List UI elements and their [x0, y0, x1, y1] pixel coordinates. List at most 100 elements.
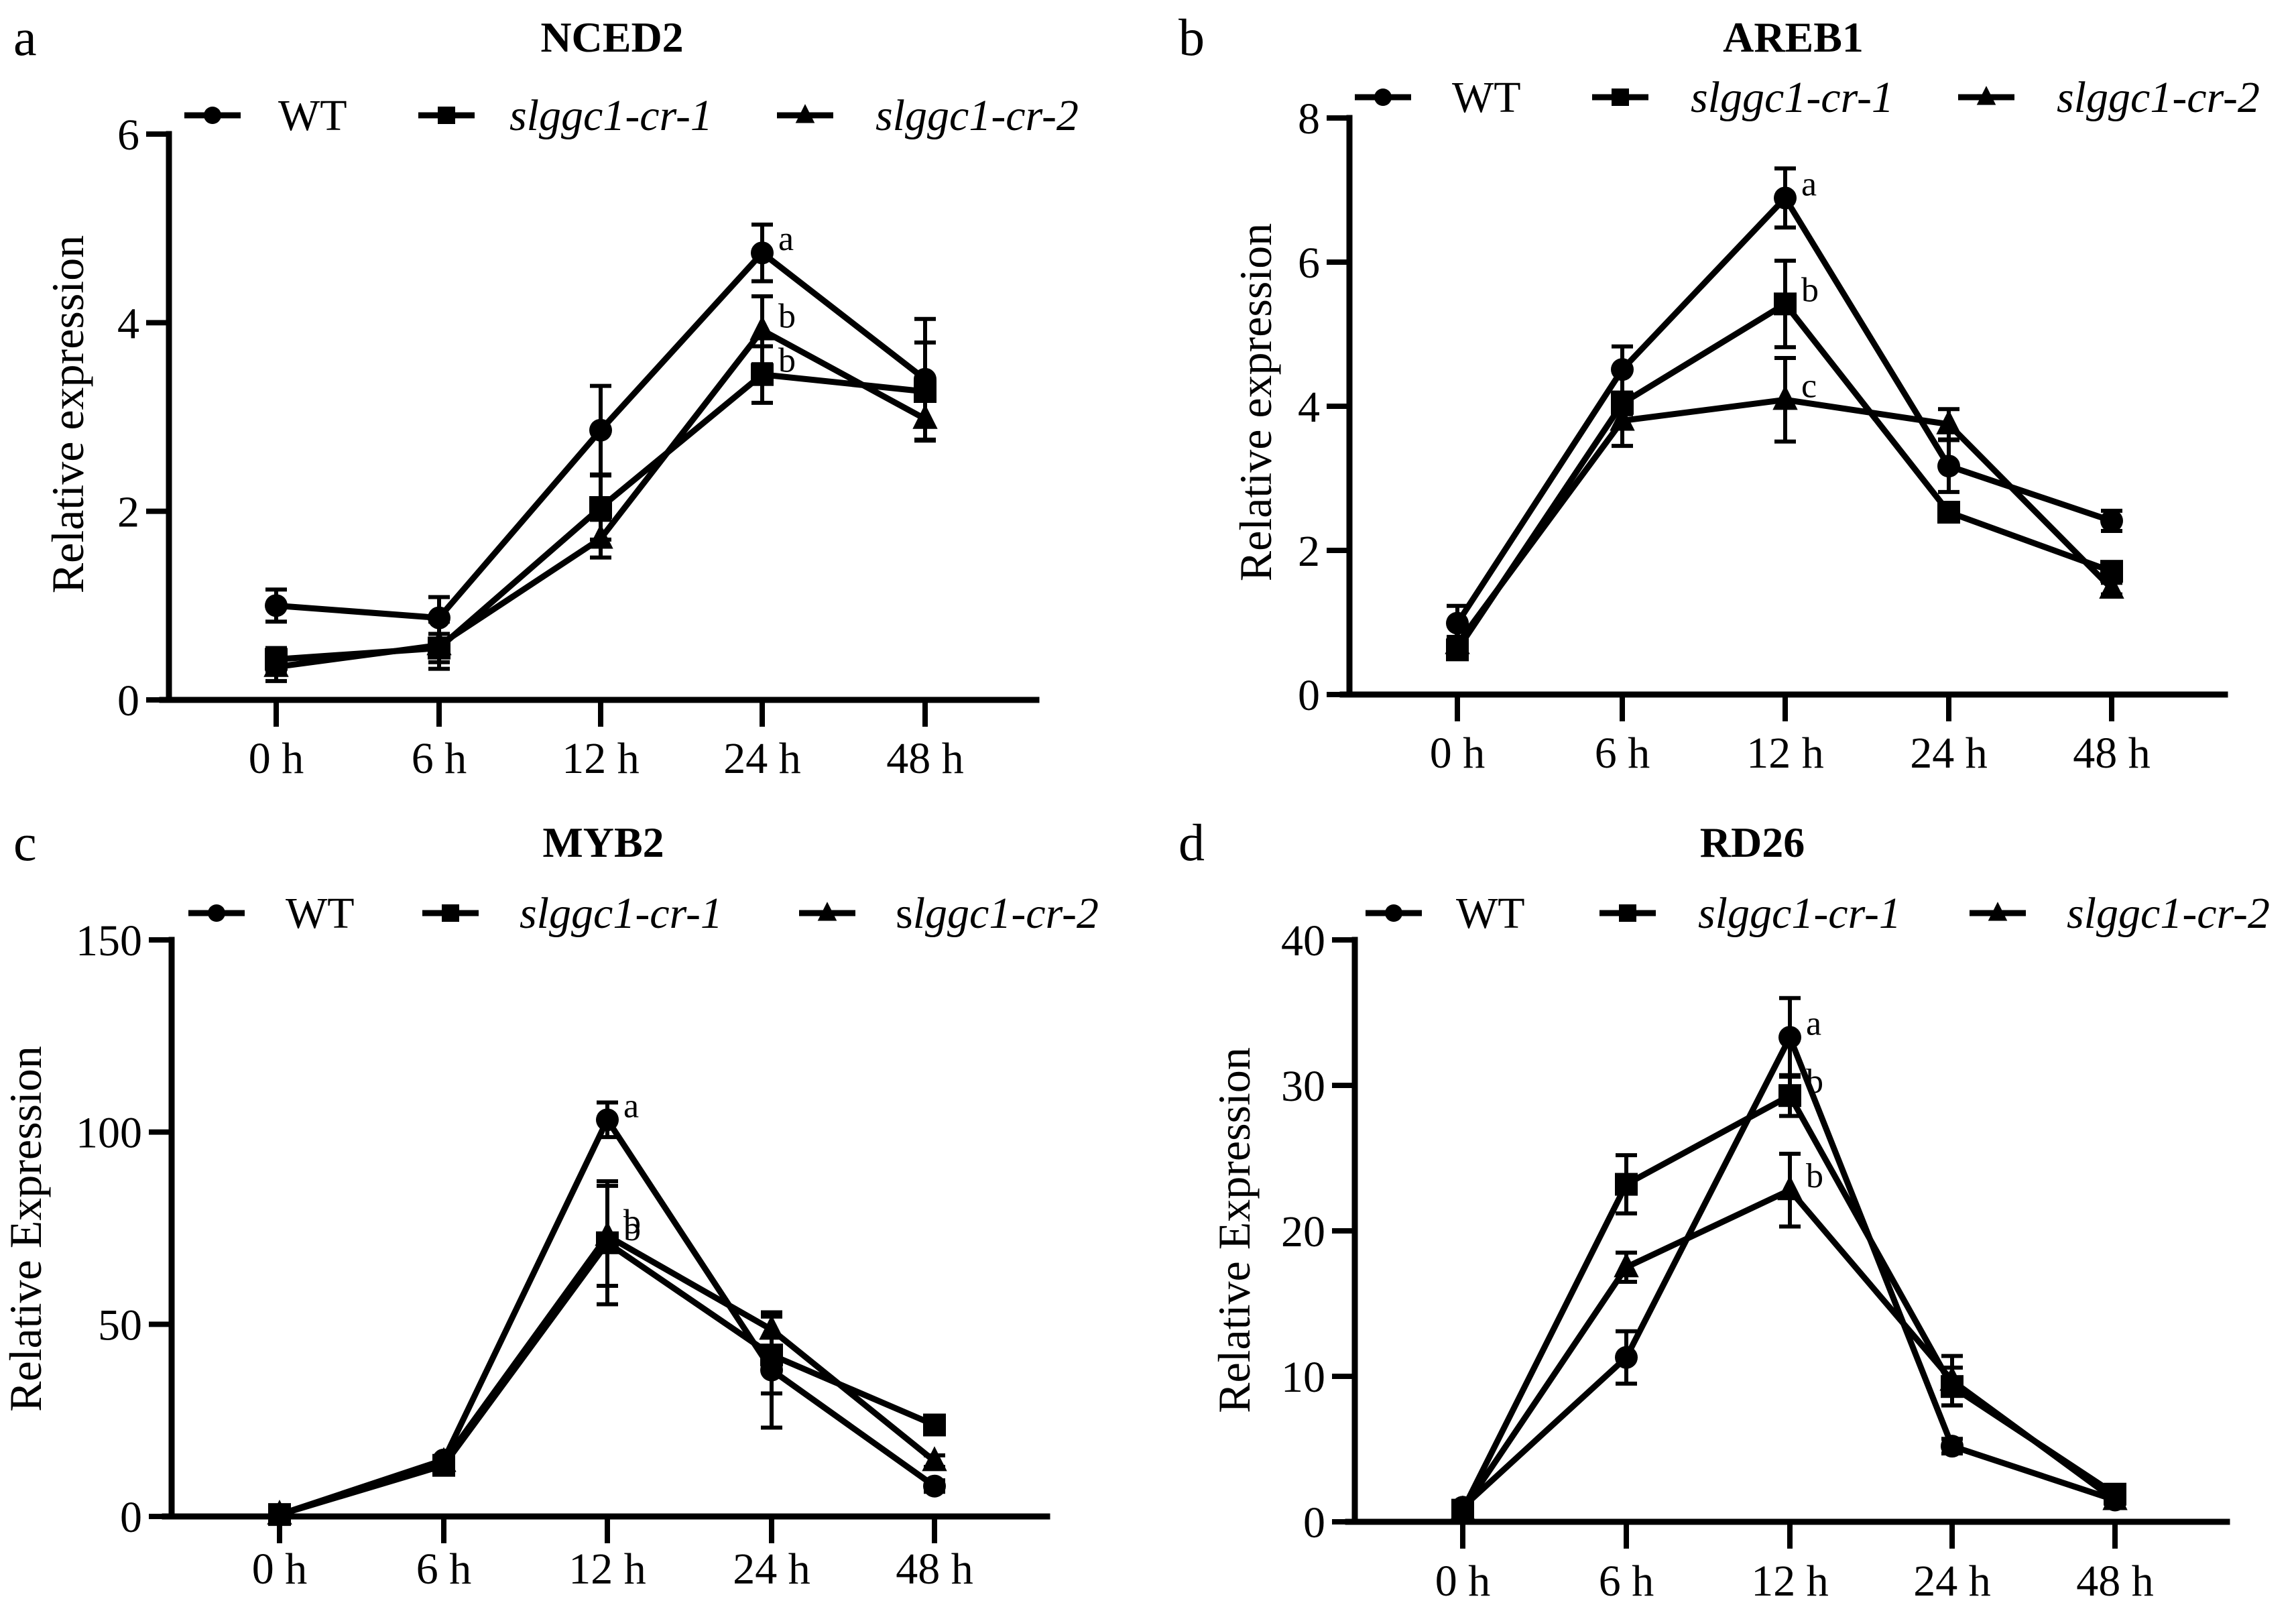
- legend: WT slggc1-cr-1 slggc1-cr-2: [1355, 73, 2260, 122]
- data-point: [1937, 455, 1960, 478]
- plot-area: [263, 223, 938, 683]
- legend: WT slggc1-cr-1 slggc1-cr-2: [184, 91, 1079, 140]
- y-tick-label: 4: [1298, 383, 1320, 432]
- legend-triangle-marker-icon: [1976, 86, 1996, 105]
- legend-square-marker-icon: [442, 904, 459, 922]
- x-tick-label: 12 h: [1751, 1557, 1829, 1606]
- data-point: [431, 1447, 457, 1472]
- significance-letters: abb: [623, 1087, 641, 1248]
- y-tick-label: 10: [1281, 1353, 1325, 1402]
- significance-letter: b: [778, 342, 796, 380]
- legend-label: slggc1-cr-2: [896, 889, 1099, 938]
- data-point: [749, 315, 775, 341]
- significance-letter: b: [623, 1203, 641, 1241]
- x-tick-label: 0 h: [252, 1545, 308, 1594]
- significance-letter: a: [1806, 1004, 1821, 1042]
- y-tick-label: 50: [98, 1301, 142, 1350]
- legend-item: slggc1-cr-2: [1958, 73, 2260, 122]
- data-point: [1611, 358, 1634, 381]
- y-axis-label: Relative Expression: [0, 1046, 51, 1412]
- x-tick-label: 48 h: [896, 1545, 973, 1594]
- data-point: [1772, 385, 1798, 410]
- axes: 0 2 4 6 0 h 6 h 12 h 24 h 48 h: [117, 111, 1040, 783]
- data-point: [1615, 1173, 1638, 1196]
- data-point: [589, 418, 612, 442]
- y-tick-label: 4: [117, 299, 139, 348]
- x-tick-label: 6 h: [1595, 729, 1650, 778]
- y-tick-label: 6: [117, 111, 139, 160]
- x-tick-label: 12 h: [562, 734, 640, 783]
- legend-circle-marker-icon: [204, 107, 221, 124]
- x-tick-label: 48 h: [886, 734, 964, 783]
- data-point: [1939, 1366, 1965, 1391]
- axes: 0 50 100 150 0 h 6 h 12 h 24 h 48 h: [76, 916, 1050, 1594]
- data-point: [1937, 501, 1960, 524]
- significance-letters: a bb: [778, 220, 796, 379]
- legend-item: slggc1-cr-2: [799, 889, 1099, 938]
- data-point: [759, 1315, 784, 1340]
- legend-circle-marker-icon: [1385, 904, 1402, 922]
- data-point: [2099, 573, 2124, 599]
- data-point: [589, 496, 612, 520]
- significance-letter: b: [1801, 271, 1819, 309]
- data-point: [1610, 406, 1635, 431]
- panel-letter: c: [13, 813, 37, 872]
- legend-item: WT: [1366, 889, 1525, 938]
- data-point: [923, 1474, 946, 1498]
- data-point: [1446, 611, 1469, 635]
- x-tick-label: 0 h: [249, 734, 304, 783]
- x-tick-label: 48 h: [2076, 1557, 2154, 1606]
- legend-item: slggc1-cr-2: [1970, 889, 2270, 938]
- data-point: [1778, 1084, 1801, 1108]
- legend-triangle-marker-icon: [817, 902, 837, 921]
- x-tick-label: 24 h: [1913, 1557, 1991, 1606]
- legend-label: slggc1-cr-1: [509, 91, 713, 140]
- significance-letter: b: [1806, 1157, 1823, 1195]
- panel-b: b AREB1 WT slggc1-cr-1 slggc1-cr-2 0 2 4 6 8 0 h 6 …: [1179, 8, 2260, 778]
- data-point: [1774, 292, 1797, 316]
- series-slggc1-cr-2: [263, 294, 938, 683]
- axes: 0 2 4 6 8 0 h 6 h 12 h 24 h 48 h: [1298, 95, 2228, 778]
- significance-letter: a: [778, 220, 794, 258]
- legend-label: WT: [278, 91, 347, 140]
- data-point: [2100, 509, 2123, 532]
- legend-item: WT: [1355, 73, 1521, 122]
- y-tick-label: 100: [76, 1109, 142, 1158]
- y-axis-label: Relative expression: [1230, 223, 1281, 581]
- y-tick-label: 0: [117, 676, 139, 725]
- significance-letters: abb: [1806, 1004, 1823, 1195]
- chart-title: RD26: [1700, 819, 1805, 866]
- x-tick-label: 0 h: [1430, 729, 1486, 778]
- y-tick-label: 2: [1298, 527, 1320, 576]
- significance-letter: a: [623, 1087, 639, 1125]
- data-point: [751, 241, 774, 265]
- legend-circle-marker-icon: [208, 904, 225, 922]
- legend-triangle-marker-icon: [795, 104, 815, 123]
- significance-letter: b: [778, 298, 796, 336]
- data-point: [265, 594, 288, 617]
- data-point: [922, 1446, 947, 1472]
- data-point: [1450, 1495, 1475, 1520]
- panel-letter: d: [1179, 813, 1205, 872]
- plot-area: [1445, 166, 2124, 662]
- data-point: [1445, 629, 1470, 654]
- y-tick-label: 30: [1281, 1062, 1325, 1111]
- significance-letter: c: [1801, 367, 1817, 405]
- x-tick-label: 48 h: [2073, 729, 2151, 778]
- y-axis-label: Relative expression: [42, 235, 93, 593]
- x-tick-label: 12 h: [1746, 729, 1824, 778]
- series-slggc1-cr-2: [1445, 355, 2124, 654]
- data-point: [912, 404, 938, 429]
- panel-letter: a: [13, 8, 37, 66]
- significance-letter: a: [1801, 165, 1817, 203]
- x-tick-label: 6 h: [1599, 1557, 1654, 1606]
- legend: WT slggc1-cr-1 slggc1-cr-2: [1366, 889, 2270, 938]
- panel-a: a NCED2 WT slggc1-cr-1 slggc1-cr-2 0 2 4 6 0 h 6 h…: [13, 8, 1079, 783]
- legend-label: WT: [286, 889, 355, 938]
- legend-label: slggc1-cr-1: [520, 889, 723, 938]
- legend-label: slggc1-cr-1: [1691, 73, 1894, 122]
- chart-title: AREB1: [1723, 13, 1864, 61]
